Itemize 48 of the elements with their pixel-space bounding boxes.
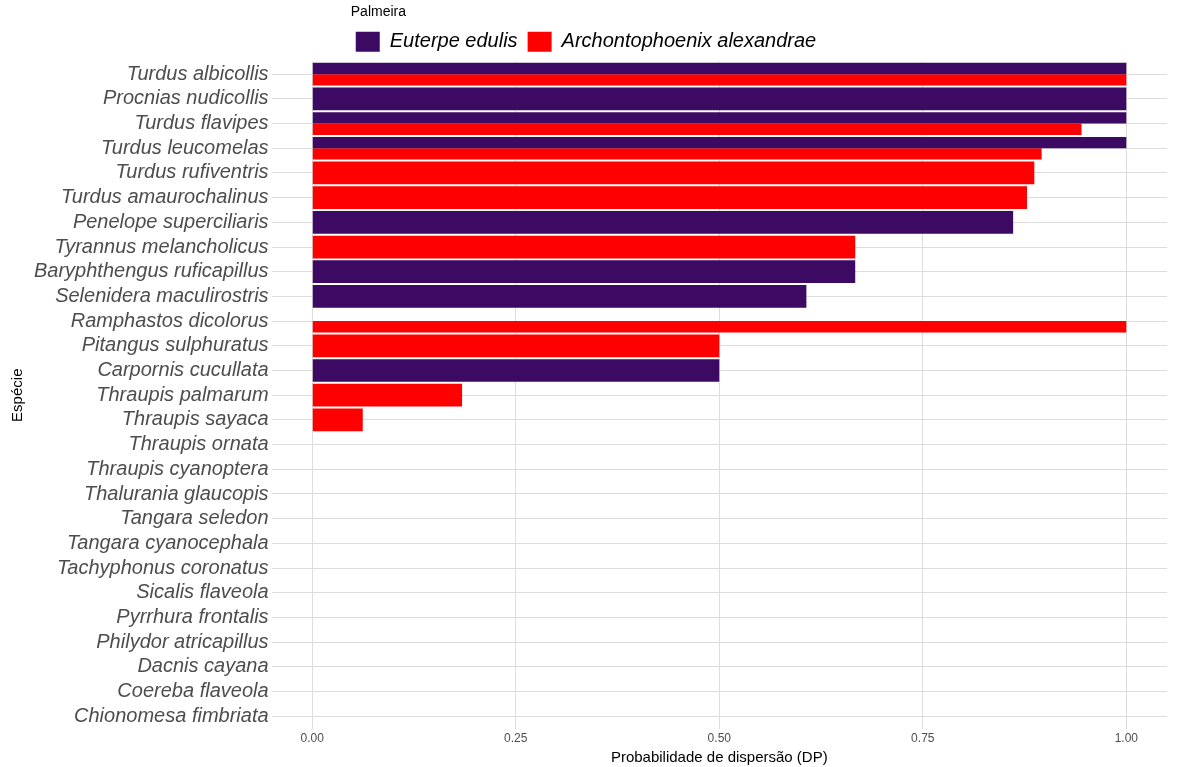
x-tick-label: 0.00	[300, 731, 325, 746]
bar	[312, 285, 807, 308]
y-tick-label: Procnias nudicollis	[102, 86, 269, 109]
bar	[312, 260, 856, 284]
bar	[312, 408, 363, 432]
y-tick-label: Turdus rufiventris	[115, 160, 269, 183]
y-tick-label: Selenidera maculirostris	[55, 283, 269, 306]
bar	[312, 383, 463, 407]
legend-title: Palmeira	[350, 2, 407, 19]
y-tick-label: Thraupis ornata	[128, 432, 269, 455]
y-tick-label: Turdus albicollis	[126, 61, 269, 84]
y-tick-label: Coereba flaveola	[117, 679, 269, 702]
y-tick-label: Thalurania glaucopis	[84, 481, 269, 504]
y-tick-label: Chionomesa fimbriata	[74, 703, 269, 726]
x-tick-label: 0.25	[504, 731, 528, 746]
y-tick-label: Tyrannus melancholicus	[54, 234, 269, 257]
y-tick-label: Thraupis palmarum	[96, 382, 269, 405]
bar	[312, 210, 1014, 234]
x-tick-label: 0.50	[707, 731, 732, 746]
y-tick-label: Thraupis cyanoptera	[86, 456, 269, 479]
bar	[312, 334, 720, 358]
bar	[312, 87, 1127, 111]
y-tick-label: Tachyphonus coronatus	[56, 555, 269, 578]
y-tick-label: Dacnis cayana	[137, 654, 269, 677]
bar	[312, 161, 1035, 185]
x-axis-title: Probabilidade de dispersão (DP)	[610, 748, 828, 766]
y-tick-label: Ramphastos dicolorus	[70, 308, 269, 331]
y-axis-title: Espécie	[8, 368, 26, 422]
bar	[312, 186, 1027, 209]
y-tick-label: Penelope superciliaris	[72, 209, 269, 232]
legend-label: Archontophoenix alexandrae	[560, 29, 817, 52]
y-tick-label: Philydor atricapillus	[96, 629, 269, 652]
bar	[312, 359, 720, 382]
legend-label: Euterpe edulis	[389, 29, 518, 52]
y-tick-label: Pyrrhura frontalis	[116, 605, 269, 628]
y-tick-label: Pitangus sulphuratus	[81, 333, 269, 356]
y-tick-label: Turdus amaurochalinus	[61, 185, 269, 208]
y-tick-label: Carpornis cucullata	[97, 358, 269, 381]
y-tick-label: Sicalis flaveola	[136, 580, 269, 603]
y-tick-label: Tangara seledon	[120, 506, 269, 529]
y-tick-label: Baryphthengus ruficapillus	[33, 259, 269, 282]
y-tick-label: Turdus flavipes	[134, 111, 269, 134]
y-tick-label: Tangara cyanocephala	[66, 530, 269, 553]
x-tick-label: 0.75	[911, 731, 935, 746]
y-tick-label: Turdus leucomelas	[101, 135, 269, 158]
bar	[312, 235, 856, 259]
y-tick-label: Thraupis sayaca	[121, 407, 269, 430]
x-tick-label: 1.00	[1114, 731, 1139, 746]
